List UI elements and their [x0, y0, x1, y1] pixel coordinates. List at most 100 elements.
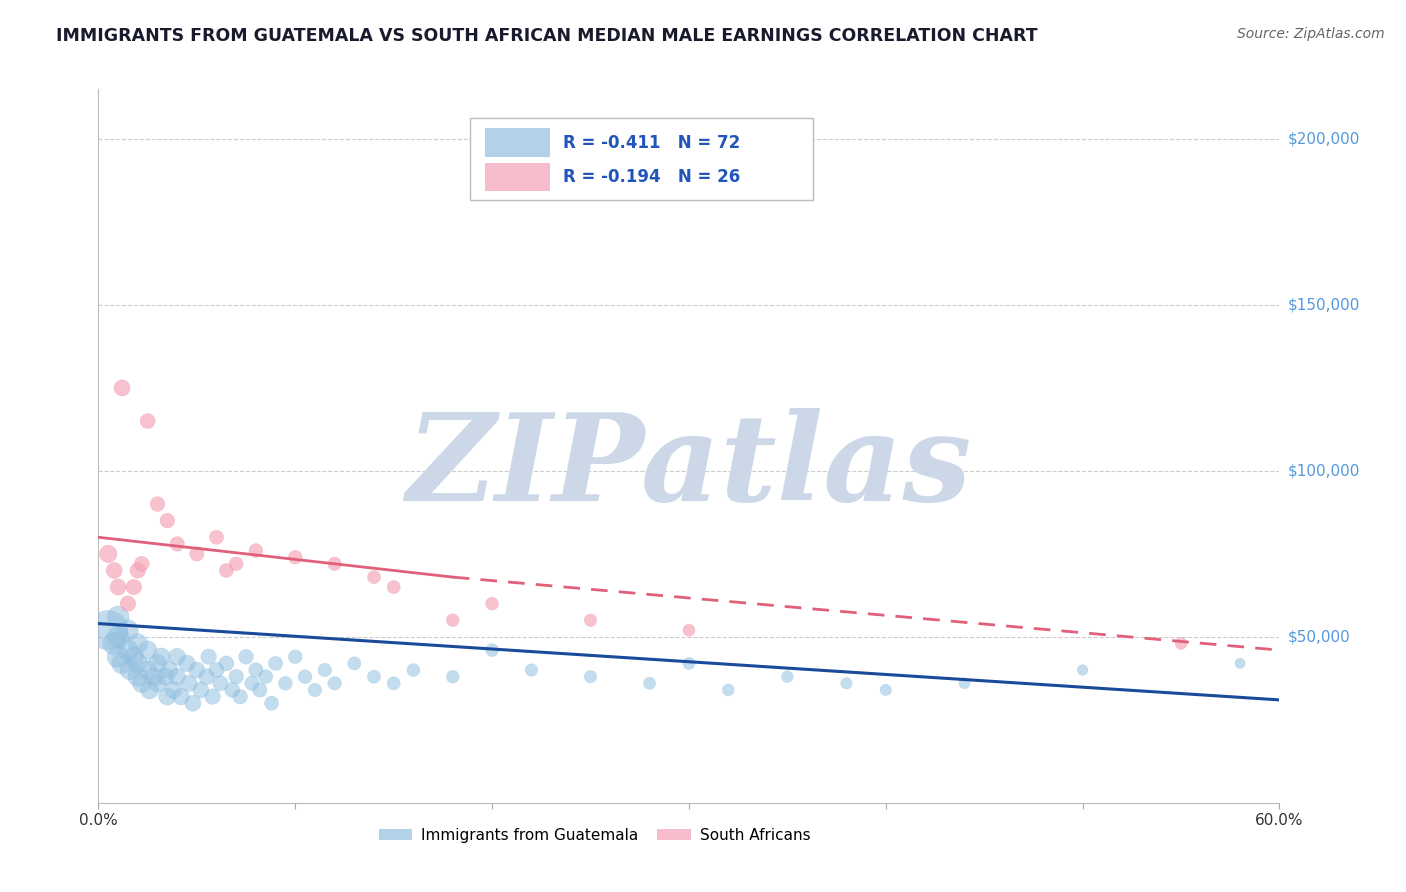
Point — [142, 670, 165, 684]
Point — [176, 657, 198, 671]
Point — [136, 414, 159, 428]
Text: $100,000: $100,000 — [1288, 463, 1360, 478]
Point — [181, 696, 204, 710]
Point — [1170, 636, 1192, 650]
Point — [579, 613, 602, 627]
Point — [146, 676, 169, 690]
Point — [776, 670, 799, 684]
Point — [481, 597, 503, 611]
Point — [166, 537, 188, 551]
Point — [215, 657, 238, 671]
Point — [186, 547, 208, 561]
Point — [225, 557, 247, 571]
Point — [117, 624, 139, 638]
Point — [138, 682, 160, 697]
Point — [156, 690, 179, 704]
Point — [136, 643, 159, 657]
Point — [103, 564, 125, 578]
Point — [520, 663, 543, 677]
Point — [402, 663, 425, 677]
Point — [249, 682, 271, 697]
Point — [953, 676, 976, 690]
Point — [195, 670, 218, 684]
Point — [717, 682, 740, 697]
Point — [127, 564, 149, 578]
Point — [131, 676, 153, 690]
Point — [235, 649, 257, 664]
FancyBboxPatch shape — [485, 128, 550, 157]
Point — [1071, 663, 1094, 677]
Point — [209, 676, 232, 690]
Point — [1229, 657, 1251, 671]
Point — [197, 649, 219, 664]
Point — [579, 670, 602, 684]
Text: ZIPatlas: ZIPatlas — [406, 409, 972, 526]
Point — [205, 530, 228, 544]
Point — [382, 676, 405, 690]
Point — [146, 657, 169, 671]
Point — [382, 580, 405, 594]
Point — [215, 564, 238, 578]
Point — [162, 682, 184, 697]
Point — [111, 381, 134, 395]
Point — [155, 670, 177, 684]
Point — [117, 643, 139, 657]
Point — [875, 682, 897, 697]
Point — [441, 670, 464, 684]
Point — [97, 547, 120, 561]
Text: R = -0.194   N = 26: R = -0.194 N = 26 — [562, 168, 740, 186]
Point — [225, 670, 247, 684]
Point — [363, 570, 385, 584]
Point — [245, 663, 267, 677]
Point — [122, 649, 145, 664]
Legend: Immigrants from Guatemala, South Africans: Immigrants from Guatemala, South African… — [373, 822, 817, 848]
Text: Source: ZipAtlas.com: Source: ZipAtlas.com — [1237, 27, 1385, 41]
Point — [835, 676, 858, 690]
Point — [170, 690, 193, 704]
Point — [186, 663, 208, 677]
Point — [323, 557, 346, 571]
Point — [190, 682, 212, 697]
Point — [146, 497, 169, 511]
Point — [441, 613, 464, 627]
Point — [294, 670, 316, 684]
Point — [111, 657, 134, 671]
Point — [343, 657, 366, 671]
Point — [304, 682, 326, 697]
Point — [678, 657, 700, 671]
Point — [157, 663, 180, 677]
Point — [117, 597, 139, 611]
Point — [127, 657, 149, 671]
Text: $200,000: $200,000 — [1288, 131, 1360, 146]
Point — [107, 610, 129, 624]
Point — [97, 624, 120, 638]
Point — [127, 636, 149, 650]
Point — [103, 636, 125, 650]
Point — [363, 670, 385, 684]
Point — [166, 670, 188, 684]
Point — [205, 663, 228, 677]
Point — [638, 676, 661, 690]
Point — [221, 682, 243, 697]
Point — [314, 663, 336, 677]
Point — [284, 649, 307, 664]
Point — [107, 649, 129, 664]
Point — [131, 557, 153, 571]
Text: $150,000: $150,000 — [1288, 297, 1360, 312]
Point — [177, 676, 200, 690]
Point — [678, 624, 700, 638]
Point — [245, 543, 267, 558]
Text: R = -0.411   N = 72: R = -0.411 N = 72 — [562, 134, 740, 152]
Point — [274, 676, 297, 690]
Point — [254, 670, 277, 684]
Point — [107, 580, 129, 594]
Point — [264, 657, 287, 671]
Point — [166, 649, 188, 664]
Point — [107, 630, 129, 644]
Point — [201, 690, 224, 704]
Point — [229, 690, 252, 704]
Point — [284, 550, 307, 565]
Point — [127, 670, 149, 684]
Point — [136, 663, 159, 677]
Point — [118, 663, 141, 677]
